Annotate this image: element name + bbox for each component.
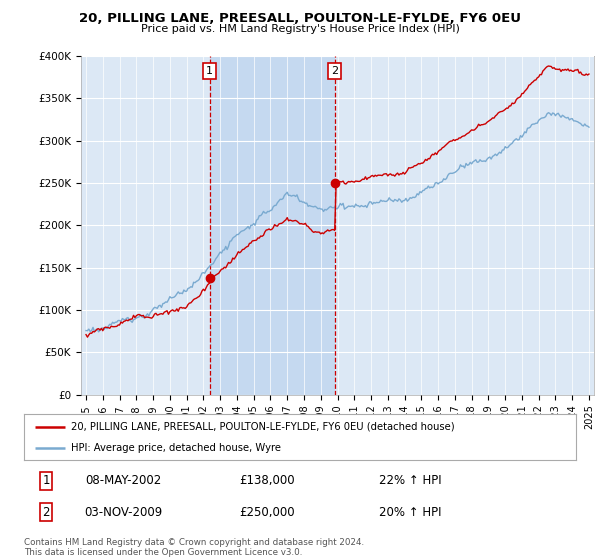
Text: 2: 2 [43, 506, 50, 519]
Text: 1: 1 [206, 66, 213, 76]
Text: 03-NOV-2009: 03-NOV-2009 [84, 506, 163, 519]
Text: £250,000: £250,000 [239, 506, 295, 519]
Text: 20, PILLING LANE, PREESALL, POULTON-LE-FYLDE, FY6 0EU (detached house): 20, PILLING LANE, PREESALL, POULTON-LE-F… [71, 422, 455, 432]
Text: 1: 1 [43, 474, 50, 487]
Text: 08-MAY-2002: 08-MAY-2002 [85, 474, 161, 487]
Text: HPI: Average price, detached house, Wyre: HPI: Average price, detached house, Wyre [71, 443, 281, 453]
Text: 22% ↑ HPI: 22% ↑ HPI [379, 474, 442, 487]
Text: £138,000: £138,000 [239, 474, 295, 487]
Text: 20, PILLING LANE, PREESALL, POULTON-LE-FYLDE, FY6 0EU: 20, PILLING LANE, PREESALL, POULTON-LE-F… [79, 12, 521, 25]
Text: Price paid vs. HM Land Registry's House Price Index (HPI): Price paid vs. HM Land Registry's House … [140, 24, 460, 34]
Bar [209, 56, 335, 395]
Text: 2: 2 [331, 66, 338, 76]
Text: Contains HM Land Registry data © Crown copyright and database right 2024.
This d: Contains HM Land Registry data © Crown c… [24, 538, 364, 557]
Text: 20% ↑ HPI: 20% ↑ HPI [379, 506, 442, 519]
